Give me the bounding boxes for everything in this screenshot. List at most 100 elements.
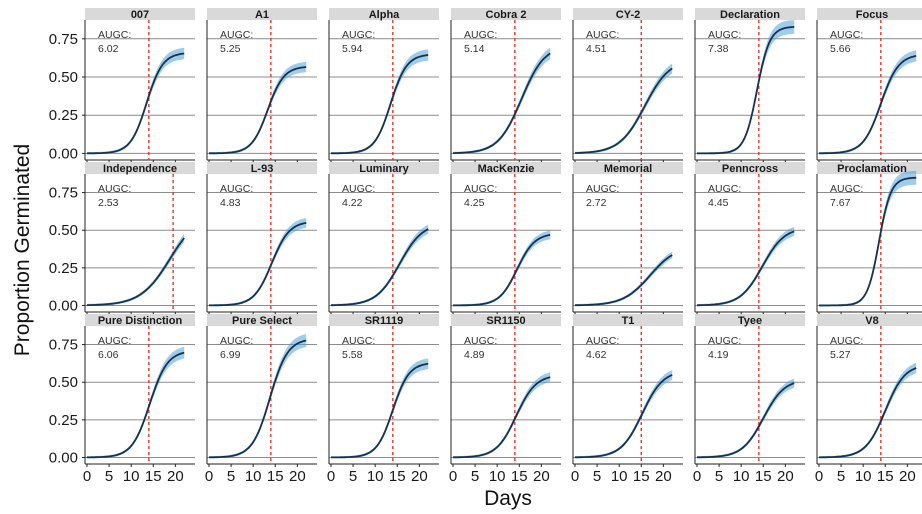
fitted-curve [575, 374, 673, 459]
y-tick-label: 0.25 [49, 412, 78, 429]
y-tick-label: 0.25 [49, 260, 78, 277]
augc-label: AUGC: [464, 29, 497, 41]
facet-strip-label: L-93 [251, 163, 274, 175]
facet-panel: Pure Distinction AUGC: 6.06 [84, 314, 195, 467]
x-tick-label: 5 [715, 468, 723, 485]
x-tick-label: 10 [367, 468, 384, 485]
facet-strip [329, 314, 439, 326]
augc-value: 4.45 [708, 197, 729, 209]
facet-strip [573, 162, 683, 174]
confidence-ribbon [697, 20, 795, 154]
fitted-curve [697, 26, 795, 155]
augc-label: AUGC: [220, 335, 253, 347]
fitted-curve [453, 234, 551, 307]
x-tick-label: 5 [349, 468, 357, 485]
facet-strip-label: Alpha [369, 9, 400, 21]
x-axis-title: Days [484, 487, 532, 510]
facet-panel: Tyee AUGC: 4.19 [694, 314, 805, 467]
facet-strip [695, 162, 805, 174]
fitted-curve [819, 176, 917, 307]
facet-panel: Alpha AUGC: 5.94 [328, 8, 439, 163]
augc-value: 4.51 [586, 43, 607, 55]
augc-value: 7.67 [830, 197, 851, 209]
augc-value: 4.25 [464, 197, 485, 209]
x-tick-label: 15 [389, 468, 406, 485]
augc-label: AUGC: [342, 183, 375, 195]
x-tick-label: 20 [655, 468, 672, 485]
augc-value: 4.83 [220, 197, 241, 209]
x-tick-label: 0 [83, 468, 91, 485]
augc-label: AUGC: [220, 29, 253, 41]
y-tick-label: 0.75 [49, 185, 78, 202]
y-tick-label: 0.50 [49, 222, 78, 239]
facet-strip-label: Declaration [720, 9, 780, 21]
x-tick-label: 10 [611, 468, 628, 485]
fitted-curve [452, 376, 551, 459]
facet-strip [207, 162, 317, 174]
fitted-curve [697, 382, 795, 459]
y-tick-label: 0.00 [49, 449, 78, 466]
confidence-ribbon [87, 47, 185, 154]
x-tick-label: 10 [489, 468, 506, 485]
x-tick-label: 0 [815, 468, 823, 485]
y-tick-label: 0.50 [49, 69, 78, 86]
facet-strip [207, 8, 317, 20]
x-tick-label: 10 [123, 468, 140, 485]
facet-panel: Penncross AUGC: 4.45 [694, 162, 805, 315]
facet-strip-label: CY-2 [616, 9, 640, 21]
augc-value: 7.38 [708, 43, 729, 55]
facet-panel: SR1119 AUGC: 5.58 [328, 314, 439, 467]
facet-strip-label: MacKenzie [478, 163, 535, 175]
facet-strip [695, 314, 805, 326]
x-tick-label: 10 [733, 468, 750, 485]
facet-strip [817, 162, 922, 174]
x-tick-label: 0 [693, 468, 701, 485]
x-tick-label: 5 [593, 468, 601, 485]
augc-value: 2.72 [586, 197, 607, 209]
augc-value: 5.58 [342, 349, 363, 361]
x-tick-label: 5 [105, 468, 113, 485]
x-tick-label: 20 [411, 468, 428, 485]
augc-label: AUGC: [220, 183, 253, 195]
fitted-curve [208, 339, 307, 459]
confidence-ribbon [87, 233, 185, 306]
facet-strip [817, 8, 922, 20]
facet-strip [85, 162, 195, 174]
facet-strip [451, 162, 561, 174]
facet-strip-label: T1 [622, 315, 635, 327]
facet-strip-label: Pure Distinction [98, 315, 183, 327]
confidence-ribbon [331, 49, 429, 154]
x-tick-label: 20 [899, 468, 916, 485]
facet-strip [207, 314, 317, 326]
facet-strip-label: V8 [865, 315, 878, 327]
y-tick-label: 0.75 [49, 31, 78, 48]
augc-label: AUGC: [98, 29, 131, 41]
facet-panel: SR1150 AUGC: 4.89 [450, 314, 561, 467]
fitted-curve [330, 54, 429, 155]
augc-label: AUGC: [830, 183, 863, 195]
fitted-curve [819, 55, 917, 155]
y-tick-label: 0.50 [49, 374, 78, 391]
augc-label: AUGC: [830, 29, 863, 41]
fitted-curve [574, 254, 673, 307]
confidence-ribbon [819, 170, 917, 306]
x-tick-label: 15 [267, 468, 284, 485]
fitted-curve [819, 367, 917, 459]
fitted-curve [209, 221, 307, 307]
facet-strip [695, 8, 805, 20]
fitted-curve [86, 237, 185, 307]
augc-label: AUGC: [586, 183, 619, 195]
augc-label: AUGC: [586, 335, 619, 347]
y-tick-label: 0.00 [49, 145, 78, 162]
x-tick-label: 20 [167, 468, 184, 485]
facet-strip [817, 314, 922, 326]
augc-label: AUGC: [342, 29, 375, 41]
augc-value: 5.66 [830, 43, 851, 55]
facet-panel: Luminary AUGC: 4.22 [328, 162, 439, 315]
x-tick-label: 10 [855, 468, 872, 485]
facet-strip-label: Proclamation [837, 163, 907, 175]
fitted-curve [330, 228, 429, 307]
